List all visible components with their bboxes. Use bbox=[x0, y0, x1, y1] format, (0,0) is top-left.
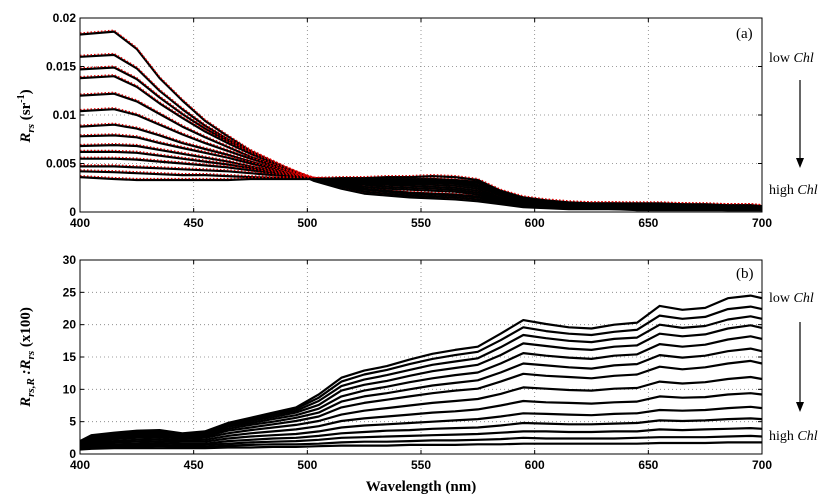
y-label-tail-b: (x100) bbox=[18, 307, 34, 351]
y-label-close-a: ) bbox=[18, 89, 34, 94]
y-tick-label: 0 bbox=[69, 447, 76, 461]
y-tick-label: 15 bbox=[63, 350, 77, 364]
x-tick-label: 600 bbox=[525, 216, 545, 230]
grid-a bbox=[80, 18, 762, 212]
series-line bbox=[79, 375, 763, 447]
panel-b: 400 450 500 550 600 650 700 0 5 10 15 20 25 30 (b) Rr… bbox=[18, 253, 818, 495]
x-tick-label: 650 bbox=[638, 216, 658, 230]
panel-label-b: (b) bbox=[736, 266, 754, 282]
y-tick-label: 20 bbox=[63, 318, 77, 332]
y-tick-label: 25 bbox=[63, 285, 77, 299]
annotation-high-em-b: Chl bbox=[797, 429, 817, 444]
x-tick-label: 500 bbox=[297, 216, 317, 230]
series-line bbox=[79, 427, 763, 450]
y-label-main-b: R bbox=[18, 397, 34, 408]
y-label-sub-a: rs bbox=[25, 124, 37, 133]
annotation-high-em-a: Chl bbox=[797, 183, 817, 198]
annotation-low-text-a: low bbox=[769, 51, 794, 66]
x-tick-label: 450 bbox=[184, 216, 204, 230]
ticks-b: 400 450 500 550 600 650 700 0 5 10 15 20 25 30 bbox=[63, 253, 773, 472]
y-label-sup-a: -1 bbox=[16, 94, 27, 102]
y-label-mid-b: :R bbox=[18, 359, 34, 378]
x-tick-label: 550 bbox=[411, 458, 431, 472]
x-tick-label: 400 bbox=[70, 216, 90, 230]
series-line bbox=[79, 359, 763, 446]
x-tick-label: 600 bbox=[525, 458, 545, 472]
series-line bbox=[79, 434, 763, 450]
annotation-low-em-b: Chl bbox=[794, 291, 814, 306]
y-tick-label: 5 bbox=[69, 415, 76, 429]
annotation-low-text-b: low bbox=[769, 291, 794, 306]
x-tick-label: 400 bbox=[70, 458, 90, 472]
y-axis-label-a: Rrs (sr-1) bbox=[16, 89, 37, 143]
y-tick-label: 0.02 bbox=[53, 11, 77, 25]
annotation-high-text-b: high bbox=[769, 429, 797, 444]
annotation-high-chl-a: high Chl bbox=[769, 183, 818, 198]
panel-a: 400 450 500 550 600 650 700 0 0.005 0.01 0.015 0.02… bbox=[16, 11, 818, 230]
annotation-low-em-a: Chl bbox=[794, 51, 814, 66]
annotation-high-chl-b: high Chl bbox=[769, 429, 818, 444]
x-tick-label: 650 bbox=[638, 458, 658, 472]
y-tick-label: 0.005 bbox=[46, 157, 76, 171]
y-label-sub2-b: rs bbox=[25, 351, 37, 360]
series-line bbox=[79, 441, 762, 451]
y-tick-label: 0.01 bbox=[53, 108, 77, 122]
y-label-unit-a: (sr bbox=[18, 102, 34, 124]
arrow-down-icon-a bbox=[796, 80, 804, 168]
y-tick-label: 0 bbox=[69, 205, 76, 219]
x-axis-label: Wavelength (nm) bbox=[366, 479, 476, 495]
series-line bbox=[79, 392, 763, 448]
annotation-low-chl-a: low Chl bbox=[769, 51, 814, 66]
series-line bbox=[79, 417, 763, 449]
panel-label-a: (a) bbox=[736, 26, 753, 42]
arrow-down-icon-b bbox=[796, 322, 804, 412]
x-tick-label: 550 bbox=[411, 216, 431, 230]
y-tick-label: 10 bbox=[63, 382, 77, 396]
y-tick-label: 0.015 bbox=[46, 60, 76, 74]
x-tick-label: 700 bbox=[752, 216, 772, 230]
annotation-low-chl-b: low Chl bbox=[769, 291, 814, 306]
y-tick-label: 30 bbox=[63, 253, 77, 267]
x-tick-label: 450 bbox=[184, 458, 204, 472]
series-line bbox=[79, 405, 763, 448]
model-dotted-line bbox=[79, 107, 762, 208]
y-label-sub-b: rs,R bbox=[25, 378, 37, 397]
series-a bbox=[79, 29, 763, 212]
x-tick-label: 700 bbox=[752, 458, 772, 472]
annotation-high-text-a: high bbox=[769, 183, 797, 198]
series-b bbox=[79, 294, 763, 451]
y-axis-label-b: Rrs,R :Rrs (x100) bbox=[18, 307, 37, 408]
ticks-a: 400 450 500 550 600 650 700 0 0.005 0.01 0.015 0.02 bbox=[46, 11, 772, 230]
y-label-main-a: R bbox=[18, 133, 34, 144]
series-line bbox=[79, 347, 763, 446]
x-tick-label: 500 bbox=[297, 458, 317, 472]
series-line bbox=[79, 175, 763, 208]
